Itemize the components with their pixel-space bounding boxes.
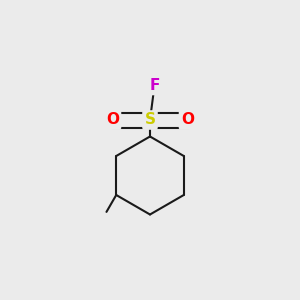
Text: O: O — [181, 112, 194, 128]
Text: S: S — [145, 112, 155, 128]
Text: F: F — [149, 78, 160, 93]
Text: O: O — [106, 112, 119, 128]
